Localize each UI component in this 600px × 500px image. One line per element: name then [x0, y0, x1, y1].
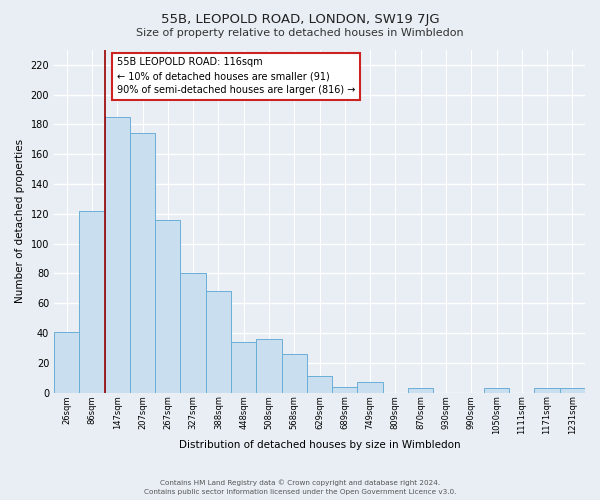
Bar: [104, 117, 130, 392]
Y-axis label: Number of detached properties: Number of detached properties: [15, 140, 25, 304]
Text: Size of property relative to detached houses in Wimbledon: Size of property relative to detached ho…: [136, 28, 464, 38]
Bar: [206, 292, 231, 392]
Text: Contains public sector information licensed under the Open Government Licence v3: Contains public sector information licen…: [144, 489, 456, 495]
Bar: [281, 354, 307, 393]
Text: 55B, LEOPOLD ROAD, LONDON, SW19 7JG: 55B, LEOPOLD ROAD, LONDON, SW19 7JG: [161, 12, 439, 26]
Bar: [181, 274, 206, 392]
X-axis label: Distribution of detached houses by size in Wimbledon: Distribution of detached houses by size …: [179, 440, 460, 450]
Bar: [231, 342, 256, 392]
Bar: [155, 220, 181, 392]
Bar: [535, 388, 560, 392]
Bar: [560, 388, 585, 392]
Bar: [408, 388, 433, 392]
Bar: [484, 388, 509, 392]
Text: Contains HM Land Registry data © Crown copyright and database right 2024.: Contains HM Land Registry data © Crown c…: [160, 480, 440, 486]
Bar: [256, 339, 281, 392]
Bar: [307, 376, 332, 392]
Bar: [358, 382, 383, 392]
Bar: [54, 332, 79, 392]
Bar: [79, 211, 104, 392]
Text: 55B LEOPOLD ROAD: 116sqm
← 10% of detached houses are smaller (91)
90% of semi-d: 55B LEOPOLD ROAD: 116sqm ← 10% of detach…: [117, 58, 356, 96]
Bar: [130, 134, 155, 392]
Bar: [332, 386, 358, 392]
